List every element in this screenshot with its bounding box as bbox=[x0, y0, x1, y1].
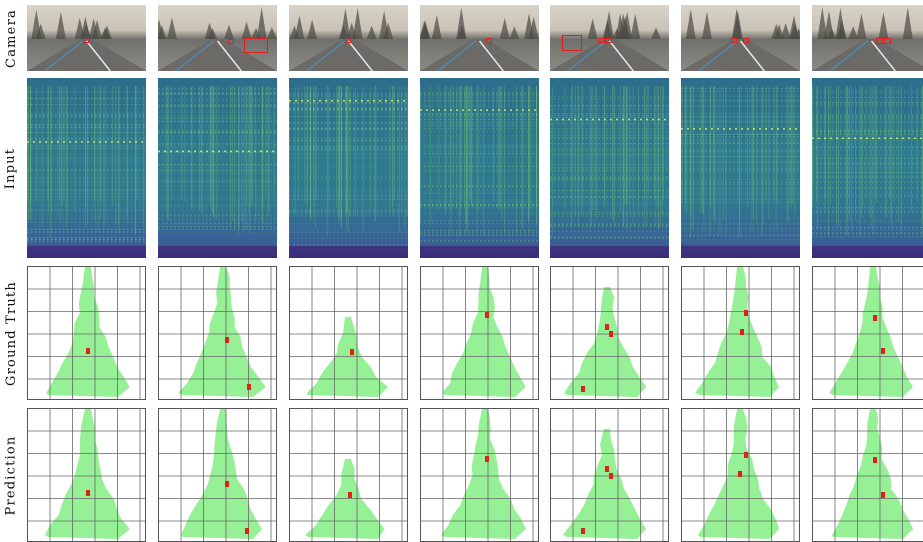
detection-box bbox=[743, 38, 749, 43]
camera-frame bbox=[681, 5, 800, 71]
ground-truth-grid bbox=[289, 266, 408, 400]
row-label-input: Input bbox=[3, 147, 19, 189]
object-marker bbox=[609, 331, 613, 337]
prediction-grid bbox=[812, 408, 923, 542]
object-marker bbox=[881, 492, 885, 498]
ground-truth-grid bbox=[27, 266, 146, 400]
object-marker bbox=[873, 457, 877, 463]
ground-truth-grid bbox=[681, 266, 800, 400]
ground-truth-grid bbox=[158, 266, 277, 400]
ground-truth-grid bbox=[812, 266, 923, 400]
object-marker bbox=[86, 348, 90, 354]
prediction-grid bbox=[420, 408, 539, 542]
occupancy-area bbox=[831, 409, 914, 539]
object-marker bbox=[86, 490, 90, 496]
occupancy-area bbox=[829, 267, 913, 397]
radar-spectrogram bbox=[27, 78, 146, 258]
object-marker bbox=[738, 471, 742, 477]
prediction-grid bbox=[550, 408, 669, 542]
object-marker bbox=[581, 528, 585, 534]
radar-spectrogram bbox=[420, 78, 539, 258]
camera-frame bbox=[27, 5, 146, 71]
object-marker bbox=[348, 492, 352, 498]
row-label-ground-truth: Ground Truth bbox=[3, 280, 19, 386]
object-marker bbox=[225, 337, 229, 343]
detection-box bbox=[605, 38, 612, 43]
object-marker bbox=[740, 329, 744, 335]
object-marker bbox=[485, 312, 489, 318]
object-marker bbox=[873, 315, 877, 321]
ground-truth-grid bbox=[420, 266, 539, 400]
object-marker bbox=[605, 466, 609, 472]
prediction-grid bbox=[158, 408, 277, 542]
radar-spectrogram bbox=[812, 78, 923, 258]
prediction-grid bbox=[289, 408, 408, 542]
camera-frame bbox=[550, 5, 669, 71]
occupancy-area bbox=[442, 267, 526, 397]
object-marker bbox=[245, 528, 249, 534]
detection-box bbox=[884, 38, 891, 44]
occupancy-area bbox=[44, 409, 130, 539]
occupancy-area bbox=[46, 267, 130, 397]
row-label-camera: Camera bbox=[3, 8, 19, 68]
ground-truth-grid bbox=[550, 266, 669, 400]
object-marker bbox=[609, 473, 613, 479]
detection-box bbox=[345, 37, 351, 43]
detection-box bbox=[562, 35, 582, 51]
radar-spectrogram bbox=[681, 78, 800, 258]
object-marker bbox=[605, 324, 609, 330]
object-marker bbox=[225, 481, 229, 487]
object-marker bbox=[350, 349, 354, 355]
prediction-grid bbox=[27, 408, 146, 542]
object-marker bbox=[744, 452, 748, 458]
camera-frame bbox=[289, 5, 408, 71]
object-marker bbox=[247, 384, 251, 390]
occupancy-area bbox=[562, 429, 647, 539]
detection-box bbox=[83, 37, 89, 43]
detection-box bbox=[486, 38, 492, 44]
row-label-prediction: Prediction bbox=[3, 435, 19, 515]
radar-spectrogram bbox=[550, 78, 669, 258]
radar-spectrogram bbox=[289, 78, 408, 258]
object-marker bbox=[485, 456, 489, 462]
object-marker bbox=[581, 386, 585, 392]
occupancy-area bbox=[440, 409, 527, 539]
radar-spectrogram bbox=[158, 78, 277, 258]
detection-box bbox=[876, 38, 883, 44]
camera-frame bbox=[158, 5, 277, 71]
occupancy-area bbox=[564, 287, 647, 397]
camera-frame bbox=[420, 5, 539, 71]
prediction-grid bbox=[681, 408, 800, 542]
occupancy-area bbox=[178, 267, 266, 397]
detection-box bbox=[244, 38, 268, 53]
camera-frame bbox=[812, 5, 923, 71]
occupancy-area bbox=[306, 317, 388, 397]
object-marker bbox=[881, 348, 885, 354]
object-marker bbox=[744, 310, 748, 316]
detection-box bbox=[228, 39, 234, 44]
detection-box bbox=[731, 38, 737, 43]
detection-box bbox=[598, 38, 605, 43]
occupancy-area bbox=[180, 409, 262, 539]
occupancy-area bbox=[305, 459, 385, 539]
occupancy-area bbox=[695, 267, 779, 397]
